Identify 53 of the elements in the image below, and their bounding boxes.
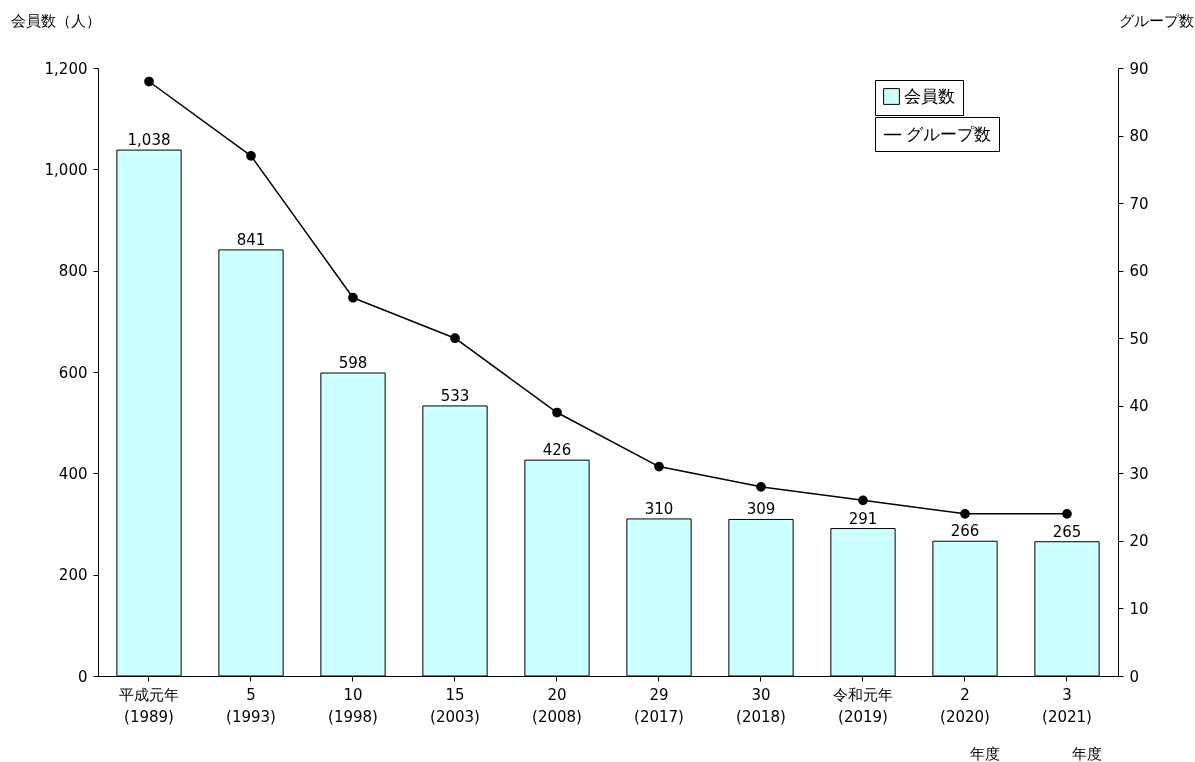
x-tick-label: 5 (1993)	[226, 685, 276, 726]
y2-tick-label: 40	[1129, 397, 1149, 416]
x-tick-label: 20 (2008)	[532, 685, 582, 726]
y-tick-label: 800	[58, 262, 88, 281]
x-tick-label: 29 (2017)	[634, 685, 684, 726]
x-tick-label: 令和元年 (2019)	[833, 685, 893, 726]
point	[246, 150, 256, 161]
data-label: 1,038	[127, 131, 171, 150]
data-label: 598	[338, 354, 368, 373]
data-label: 291	[848, 509, 878, 528]
data-label: 266	[950, 522, 980, 541]
y2-tick-label: 0	[1129, 667, 1140, 686]
point	[348, 292, 358, 303]
data-label: 841	[236, 230, 266, 249]
x-tick-label: 3 (2021)	[1042, 685, 1092, 726]
y-tick-label: 1,200	[44, 59, 88, 78]
text: 年度	[1072, 745, 1102, 762]
y-tick-label: 1,000	[44, 160, 88, 179]
point	[858, 495, 868, 506]
y-axis-title: 会員数（人）	[10, 11, 101, 30]
y2-tick-label: 80	[1129, 127, 1149, 146]
data-label: 309	[746, 500, 776, 519]
y2-tick-label: 10	[1129, 599, 1149, 618]
y2-tick-label: 50	[1129, 329, 1149, 348]
y2-tick-label: 20	[1129, 532, 1149, 551]
y2-tick-label: 70	[1129, 194, 1149, 213]
x-tick-label: 平成元年 (1989)	[119, 685, 179, 726]
x-tick-label: 2 (2020)	[940, 685, 990, 726]
data-label: 426	[542, 441, 572, 460]
data-label: 310	[644, 499, 674, 518]
y-tick-label: 400	[58, 464, 88, 483]
y-tick-label: 600	[58, 363, 88, 382]
point	[552, 407, 562, 418]
point	[450, 333, 460, 344]
point	[960, 509, 970, 519]
legend-label: グループ数	[906, 123, 991, 144]
data-label: 533	[440, 386, 470, 405]
point	[144, 76, 154, 87]
x-tick-label: 15 (2003)	[430, 685, 480, 726]
legend-label: 会員数	[904, 85, 955, 106]
point	[756, 481, 766, 492]
point	[1062, 509, 1072, 519]
y2-tick-label: 30	[1129, 464, 1149, 483]
y-tick-label: 0	[77, 667, 88, 686]
y2-axis-title: グループ数	[1118, 11, 1194, 30]
y2-tick-label: 90	[1129, 59, 1149, 78]
point	[654, 461, 664, 472]
text: 年度	[970, 745, 1000, 762]
data-label: 265	[1052, 522, 1082, 541]
x-tick-label: 10 (1998)	[328, 685, 378, 726]
y2-tick-label: 60	[1129, 262, 1149, 281]
x-tick-label: 30 (2018)	[736, 685, 786, 726]
y-tick-label: 200	[58, 566, 88, 585]
